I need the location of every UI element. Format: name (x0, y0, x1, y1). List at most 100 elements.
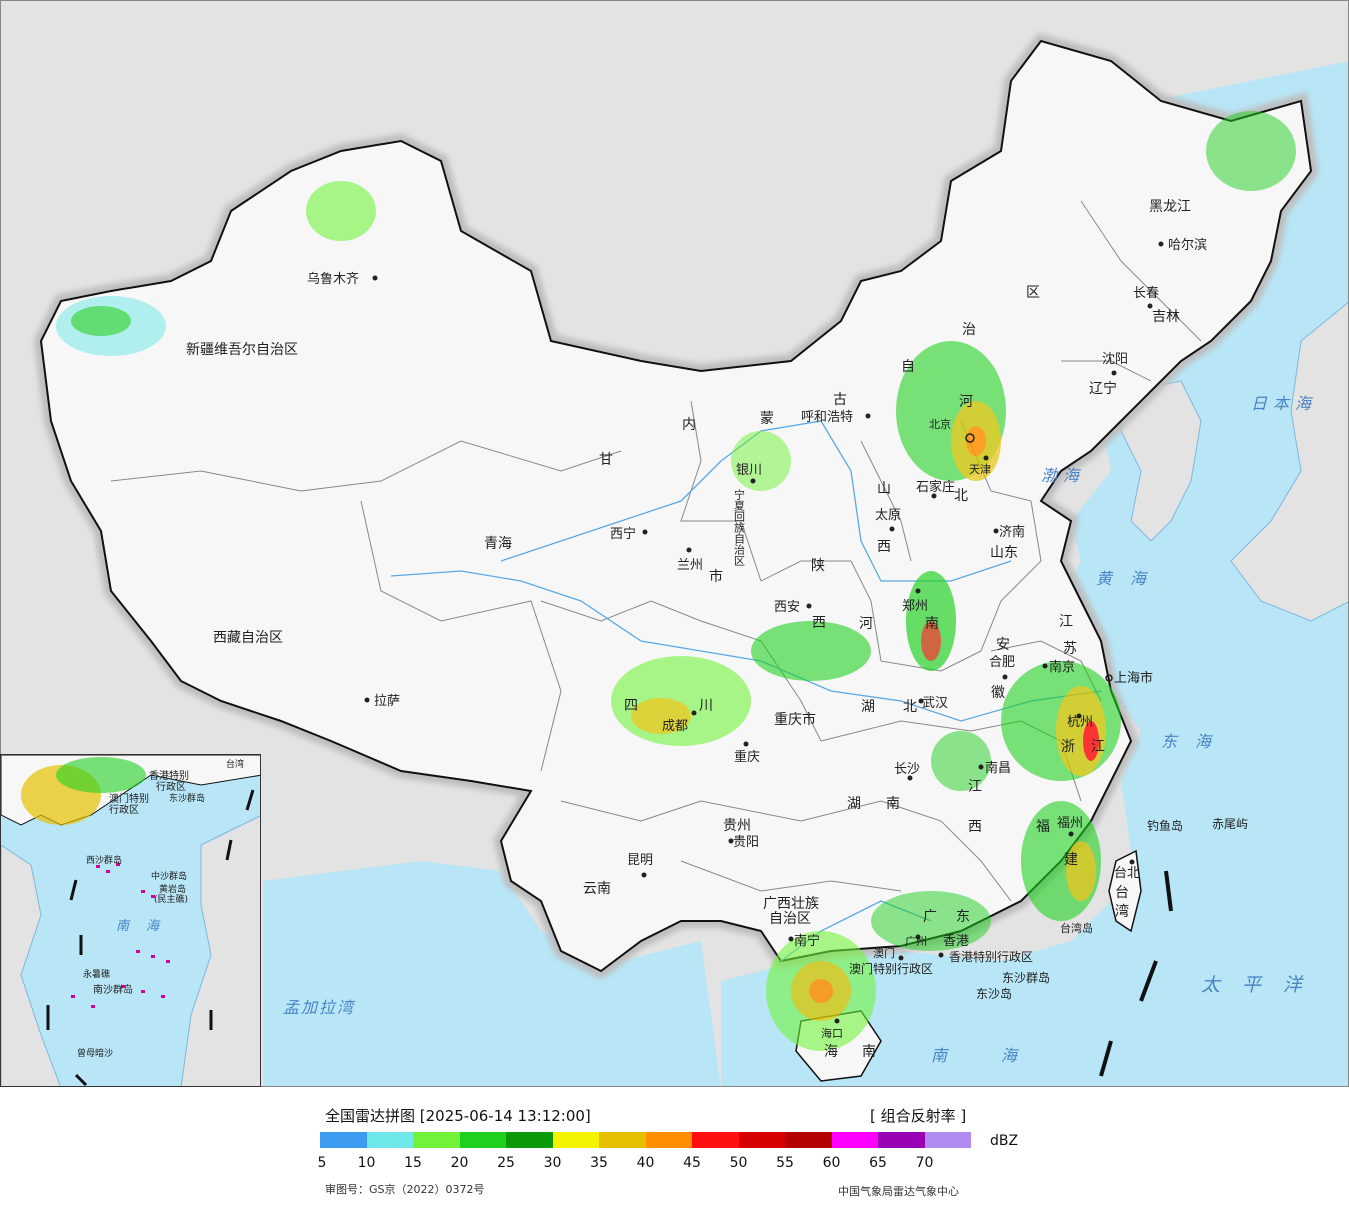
inset-label: 行政区 (109, 803, 139, 816)
sea-label: 日本海 (1251, 394, 1317, 413)
agency-name: 中国气象局雷达气象中心 (838, 1185, 959, 1198)
city-marker: 郑州 (902, 588, 928, 614)
province-label: 江 (1059, 614, 1073, 630)
province-label: 澳门特别行政区 (849, 961, 933, 976)
province-label: 辽宁 (1089, 380, 1117, 397)
city-label: 杭州 (1067, 715, 1093, 730)
inset-label: 澳门特别 (109, 792, 149, 805)
city-label: 南京 (1049, 659, 1075, 675)
inset-label: 西沙群岛 (86, 854, 122, 866)
province-label: 市 (709, 568, 723, 585)
city-marker: 哈尔滨 (1158, 237, 1207, 253)
sea-label: 太平洋 (1201, 974, 1324, 996)
china-land (39, 39, 1313, 973)
inset-labels: 香港特别 行政区 澳门特别 行政区 东沙群岛 台湾 西沙群岛 中沙群岛 黄岩岛 … (77, 758, 244, 1059)
tick-label: 25 (497, 1155, 515, 1171)
province-boundaries (110, 200, 1202, 902)
province-label: 甘 (599, 452, 613, 468)
south-china-sea-inset: 香港特别 行政区 澳门特别 行政区 东沙群岛 台湾 西沙群岛 中沙群岛 黄岩岛 … (0, 754, 261, 1087)
province-label: 北 (903, 699, 917, 715)
city-label: 石家庄 (916, 479, 955, 495)
city-label: 昆明 (627, 853, 653, 868)
color-swatch (413, 1132, 460, 1148)
province-label: 香港特别行政区 (949, 949, 1033, 964)
approval-number: 审图号：GS京（2022）0372号 (325, 1183, 485, 1196)
city-label: 合肥 (989, 655, 1015, 670)
city-label: 澳门 (873, 946, 895, 960)
city-marker: 福州 (1057, 816, 1083, 837)
color-swatch (506, 1132, 553, 1148)
tick-label: 20 (450, 1155, 469, 1171)
province-label: 治 (962, 322, 976, 338)
city-marker: 呼和浩特 (801, 410, 871, 425)
city-marker: 台北 (1114, 859, 1140, 881)
color-swatch (320, 1132, 367, 1148)
province-label: 山东 (990, 545, 1018, 561)
inset-label: 行政区 (156, 780, 186, 793)
city-label: 贵阳 (733, 835, 759, 850)
unit-label: dBZ (990, 1133, 1019, 1149)
city-marker: 南昌 (978, 760, 1011, 776)
city-marker: 杭州 (1067, 713, 1093, 730)
city-label: 银川 (736, 463, 762, 478)
sea-boundary-dashes (1099, 870, 1173, 1077)
city-label: 呼和浩特 (801, 410, 853, 425)
province-label: 宁夏回族自治区 (733, 488, 746, 566)
province-label: 南 (925, 616, 939, 632)
city-label: 长春 (1133, 286, 1159, 301)
island-label: 东沙群岛 (1002, 970, 1050, 985)
inset-label: 南沙群岛 (93, 983, 133, 996)
city-marker: 太原 (875, 508, 901, 532)
color-swatch (459, 1132, 506, 1148)
city-label: 香港 (943, 934, 969, 949)
inset-islands (71, 863, 170, 1008)
province-label: 西 (968, 819, 982, 835)
city-labels: 乌鲁木齐 拉萨 西宁 兰州 银川 呼和浩特 北京 天津 石家庄 太原 济南 郑州… (307, 237, 1207, 1040)
province-label: 新疆维吾尔自治区 (186, 342, 298, 358)
province-label: 河 (859, 616, 873, 632)
city-marker: 沈阳 (1102, 352, 1128, 376)
province-label: 福 (1036, 819, 1050, 835)
province-label: 建 (1064, 852, 1078, 868)
city-marker: 昆明 (627, 853, 653, 878)
city-label: 武汉 (922, 696, 948, 711)
city-marker: 重庆 (734, 741, 760, 765)
inset-label: 黄岩岛 (159, 883, 186, 895)
province-label: 西藏自治区 (213, 630, 283, 646)
city-marker: 贵阳 (728, 835, 759, 850)
city-label: 上海市 (1114, 670, 1153, 686)
inset-label: 南 (116, 919, 131, 934)
color-swatch (552, 1132, 599, 1148)
city-label: 西安 (774, 600, 800, 615)
city-label: 台北 (1114, 866, 1140, 881)
tick-label: 55 (776, 1155, 794, 1171)
tick-label: 50 (729, 1155, 748, 1171)
city-label: 济南 (999, 524, 1025, 540)
province-label: 北 (954, 488, 968, 504)
province-label: 南 (862, 1044, 876, 1060)
province-label: 江 (1091, 739, 1105, 755)
inset-label: 曾母暗沙 (77, 1047, 113, 1059)
sea-area-southwest (263, 861, 721, 1086)
island-label: 钓鱼岛 (1147, 818, 1183, 833)
sea-label: 孟加拉湾 (283, 998, 356, 1017)
color-scale-ticks: 5 10 15 20 25 30 35 40 45 50 55 60 65 70 (0, 1155, 1349, 1175)
city-label: 郑州 (902, 599, 928, 614)
province-label: 西 (877, 539, 891, 555)
city-marker: 西宁 (610, 526, 648, 542)
province-label: 自 (901, 359, 915, 375)
sea-label: 渤海 (1041, 466, 1085, 485)
color-swatch (599, 1132, 646, 1148)
province-label: 山 (877, 481, 891, 497)
province-label: 四 (624, 698, 638, 714)
province-label: 云南 (583, 881, 611, 897)
island-label: 台湾岛 (1060, 921, 1093, 935)
province-labels: 新疆维吾尔自治区 西藏自治区 青海 甘 内 蒙 古 自 治 区 黑龙江 吉林 辽… (186, 199, 1191, 1060)
tick-label: 45 (683, 1155, 701, 1171)
color-swatch (785, 1132, 832, 1148)
tick-label: 40 (636, 1155, 655, 1171)
sea-labels: 日本海 渤海 黄海 东海 太平洋 南海 孟加拉湾 (283, 394, 1324, 1065)
city-label: 广州 (905, 935, 927, 948)
city-label: 成都 (662, 719, 688, 734)
tick-label: 35 (590, 1155, 608, 1171)
